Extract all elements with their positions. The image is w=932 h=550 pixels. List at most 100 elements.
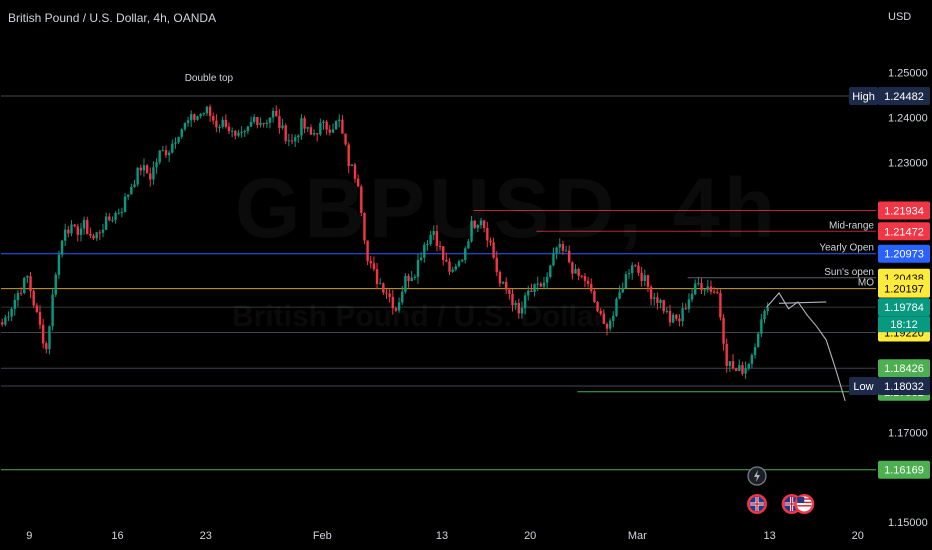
candle: [60, 239, 64, 258]
candle: [101, 223, 105, 238]
candle: [602, 309, 606, 324]
price-tag: 1.21472: [878, 222, 930, 241]
candle-body: [309, 127, 313, 135]
candle-body: [757, 333, 760, 348]
candle-body: [397, 302, 401, 311]
candle-body: [142, 165, 146, 171]
candle: [564, 245, 568, 252]
candle-body: [508, 289, 511, 294]
chart-title[interactable]: British Pound / U.S. Dollar, 4h, OANDA: [8, 11, 217, 25]
candle: [98, 229, 102, 240]
candle-body: [700, 283, 703, 290]
candle: [596, 301, 599, 313]
economic-events[interactable]: [747, 466, 815, 514]
candle: [631, 262, 634, 280]
candle-body: [117, 212, 120, 214]
candle: [171, 139, 174, 154]
candle-body: [505, 281, 508, 290]
price-axis[interactable]: 1.25000 1.24000 1.23000 1.17000 1.15000 1.219…: [849, 68, 930, 530]
candle-body: [158, 150, 161, 163]
candle: [95, 232, 98, 241]
candle-body: [678, 318, 681, 322]
candle: [79, 223, 83, 242]
x-tick-label: Feb: [313, 530, 332, 542]
candle-body: [26, 276, 29, 278]
candle-body: [681, 308, 684, 322]
candle-body: [54, 274, 57, 295]
candle-body: [82, 219, 86, 229]
candle: [738, 359, 741, 372]
candle: [356, 174, 360, 188]
candle-body: [95, 232, 98, 239]
candle: [262, 122, 265, 128]
candle-body: [602, 313, 606, 324]
candle-body: [312, 133, 316, 135]
candle-body: [747, 363, 750, 369]
currency-label[interactable]: USD: [888, 11, 912, 23]
candle: [249, 116, 253, 128]
candle: [580, 274, 583, 279]
candle-body: [690, 294, 694, 300]
candle: [29, 271, 32, 299]
candle-body: [407, 275, 410, 282]
candle: [716, 288, 719, 295]
candle: [684, 303, 687, 310]
candle: [290, 134, 294, 145]
candle-body: [429, 234, 432, 244]
candle-body: [70, 224, 73, 234]
candle-body: [753, 347, 757, 356]
candle: [486, 221, 489, 248]
candle-body: [38, 311, 42, 325]
candle-body: [627, 273, 631, 275]
candle-body: [533, 284, 536, 293]
candle: [734, 367, 738, 372]
candle-body: [511, 293, 514, 306]
candle: [533, 283, 536, 297]
candle-body: [76, 226, 79, 235]
price-tag-text: 1.20197: [884, 284, 924, 296]
candle: [542, 276, 546, 289]
candle-body: [136, 167, 139, 185]
candle: [259, 117, 262, 128]
candle: [536, 276, 539, 292]
candle-body: [243, 131, 246, 133]
candle: [615, 297, 618, 317]
candle-body: [89, 233, 92, 236]
candle: [476, 224, 480, 233]
candle-body: [473, 220, 476, 228]
price-tag: 1.19784: [878, 298, 930, 317]
x-tick-label: 13: [436, 530, 448, 542]
time-axis[interactable]: 9 16 23 Feb 13 20 Mar 13 20: [26, 530, 864, 542]
candle: [659, 298, 662, 309]
candle-body: [734, 368, 738, 371]
candle: [401, 286, 404, 305]
candle-body: [369, 261, 372, 264]
candle: [369, 255, 372, 269]
candle: [725, 338, 728, 373]
candle-body: [454, 266, 457, 270]
projection-path[interactable]: [766, 292, 846, 402]
candle-body: [706, 286, 709, 290]
candle: [322, 119, 325, 130]
candle: [51, 287, 54, 331]
candle: [722, 314, 725, 351]
candle-body: [750, 355, 754, 364]
annotation-label: Double top: [185, 73, 234, 84]
candle: [608, 318, 612, 332]
candle: [539, 281, 543, 287]
candle-body: [612, 315, 615, 321]
candle-body: [675, 314, 678, 319]
candle-body: [202, 113, 205, 115]
candle-body: [432, 231, 435, 235]
candle-body: [262, 122, 265, 124]
price-tag-text: 1.21472: [884, 226, 924, 238]
candle: [744, 361, 747, 380]
candle-body: [290, 140, 294, 142]
x-tick-label: 9: [26, 530, 32, 542]
candle: [460, 258, 464, 263]
price-tag-bg: [878, 244, 930, 263]
candle: [341, 114, 344, 134]
candle-body: [338, 119, 341, 122]
horizontal-levels[interactable]: [1, 95, 876, 471]
